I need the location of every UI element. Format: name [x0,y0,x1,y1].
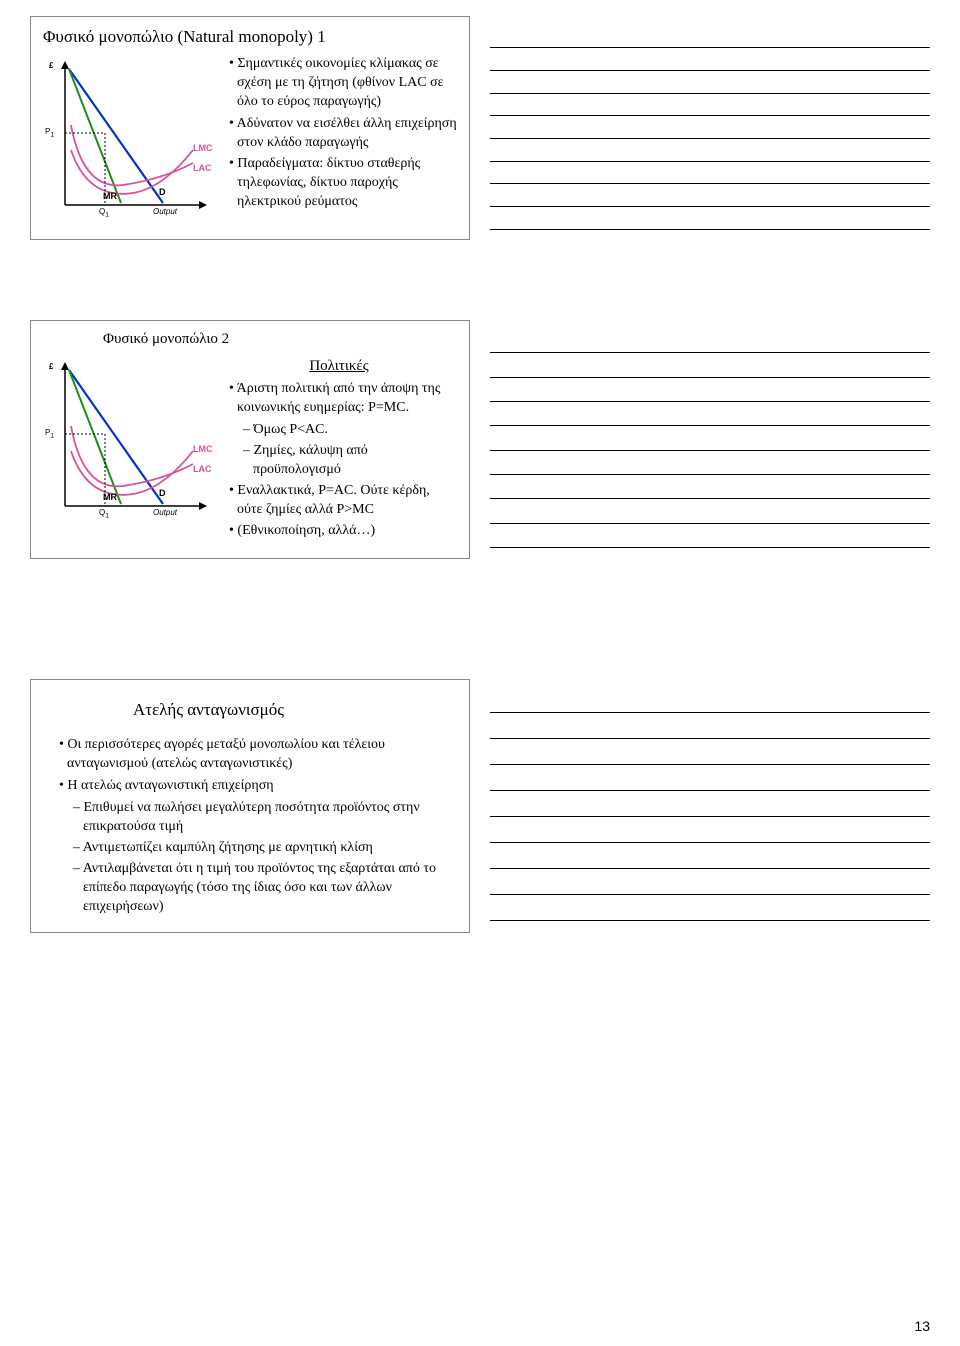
note-line [490,743,930,765]
bullet-item: Όμως P<AC. [243,421,457,440]
note-line [490,94,930,116]
slide-2-subtitle: Πολιτικές [221,356,457,376]
d-label-2: D [159,488,166,498]
slide-2-title: Φυσικό μονοπώλιο 2 [103,331,457,348]
note-line [490,691,930,713]
note-line [490,821,930,843]
p1-label: P1 [45,127,54,139]
note-line [490,453,930,475]
note-line [490,847,930,869]
lac-label: LAC [193,163,212,173]
note-line [490,162,930,184]
bullet-item: Εναλλακτικά, P=AC. Ούτε κέρδη, ούτε ζημί… [229,482,457,520]
bullet-item: Παραδείγματα: δίκτυο σταθερής τηλεφωνίας… [229,155,457,212]
mr-label-2: MR [103,492,117,502]
y-axis-label: £ [49,61,53,70]
lmc-label-2: LMC [193,444,213,454]
p1-label-2: P1 [45,428,54,440]
slide-1-bullets: Σημαντικές οικονομίες κλίμακας σε σχέση … [221,55,457,225]
note-line [490,526,930,548]
slide-panel-1: Φυσικό μονοπώλιο (Natural monopoly) 1 [30,16,470,240]
q1-label-2: Q1 [99,508,109,520]
bullet-item: Άριστη πολιτική από την άποψη της κοινων… [229,380,457,418]
notes-area-2 [490,320,930,559]
slide-panel-2: Φυσικό μονοπώλιο 2 £ P1 Q1 O [30,320,470,559]
note-line [490,380,930,402]
page-number: 13 [914,1318,930,1334]
note-line [490,140,930,162]
bullet-item: Σημαντικές οικονομίες κλίμακας σε σχέση … [229,55,457,112]
graph-2-svg [43,356,213,526]
bullet-item: Οι περισσότερες αγορές μεταξύ μονοπωλίου… [59,736,449,774]
bullet-item: Αντιλαμβάνεται ότι η τιμή του προϊόντος … [73,860,449,917]
bullet-item: Επιθυμεί να πωλήσει μεγαλύτερη ποσότητα … [73,799,449,837]
note-line [490,717,930,739]
lac-label-2: LAC [193,464,212,474]
note-line [490,795,930,817]
note-line [490,26,930,48]
note-line [490,208,930,230]
bullet-item: Ζημίες, κάλυψη από προϋπολογισμό [243,442,457,480]
note-line [490,356,930,378]
x-axis-label-2: Output [153,508,177,517]
y-axis-label-2: £ [49,362,53,371]
note-line [490,429,930,451]
slide-2-bullets: Πολιτικές Άριστη πολιτική από την άποψη … [221,356,457,544]
bullet-item: Αντιμετωπίζει καμπύλη ζήτησης με αρνητικ… [73,839,449,858]
bullet-item: Αδύνατον να εισέλθει άλλη επιχείρηση στο… [229,115,457,153]
lmc-label: LMC [193,143,213,153]
bullet-item: (Εθνικοποίηση, αλλά…) [229,522,457,541]
note-line [490,117,930,139]
notes-area-1 [490,16,930,240]
note-line [490,899,930,921]
q1-label: Q1 [99,207,109,219]
graph-1: £ P1 Q1 Output LMC LAC D MR [43,55,213,225]
note-line [490,49,930,71]
note-line [490,502,930,524]
graph-2: £ P1 Q1 Output LMC LAC D MR [43,356,213,526]
bullet-item: Η ατελώς ανταγωνιστική επιχείρηση [59,777,449,796]
slide-panel-3: Ατελής ανταγωνισμός Οι περισσότερες αγορ… [30,679,470,933]
note-line [490,769,930,791]
slide-1-title: Φυσικό μονοπώλιο (Natural monopoly) 1 [43,27,457,47]
note-line [490,331,930,353]
mr-label: MR [103,191,117,201]
graph-1-svg [43,55,213,225]
note-line [490,404,930,426]
x-axis-label: Output [153,207,177,216]
slide-3-title: Ατελής ανταγωνισμός [133,700,457,720]
note-line [490,873,930,895]
note-line [490,185,930,207]
notes-area-3 [490,679,930,933]
slide-3-bullets: Οι περισσότερες αγορές μεταξύ μονοπωλίου… [43,736,457,916]
d-label: D [159,187,166,197]
note-line [490,477,930,499]
note-line [490,72,930,94]
